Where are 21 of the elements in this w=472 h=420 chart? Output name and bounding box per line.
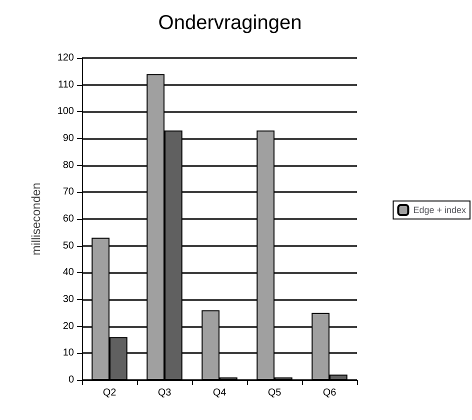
y-tick-label: 110 xyxy=(58,79,74,90)
y-tick-label: 20 xyxy=(62,320,74,332)
legend-label: Edge + index xyxy=(413,205,466,215)
y-tick-label: 90 xyxy=(62,133,74,144)
y-tick-label: 30 xyxy=(62,294,74,305)
y-tick-label: 80 xyxy=(62,160,74,171)
y-tick-label: 10 xyxy=(62,348,74,359)
x-tick-label: Q4 xyxy=(212,388,227,398)
y-axis-title: milliseconden xyxy=(29,182,43,256)
x-tick-label: Q2 xyxy=(102,388,117,398)
y-tick-label: 120 xyxy=(57,52,74,64)
y-tick-label: 100 xyxy=(57,106,74,118)
y-tick-label: 40 xyxy=(62,267,74,278)
x-tick-label: Q5 xyxy=(268,388,282,398)
y-tick-label: 60 xyxy=(62,214,74,224)
x-tick-label: Q6 xyxy=(322,388,337,398)
chart-title: Ondervragingen xyxy=(158,12,302,34)
y-tick-label: 70 xyxy=(62,186,74,198)
y-tick-label: 0 xyxy=(68,374,74,386)
y-tick-label: 50 xyxy=(62,240,74,252)
x-tick-label: Q3 xyxy=(158,388,172,398)
